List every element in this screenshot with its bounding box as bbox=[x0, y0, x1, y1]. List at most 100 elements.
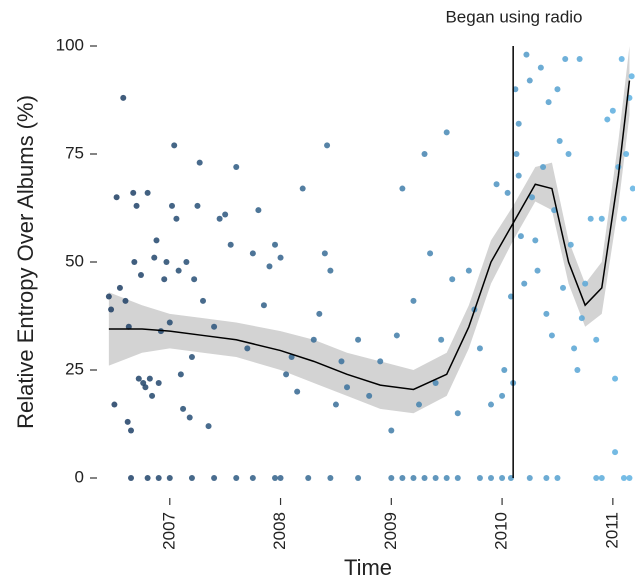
point bbox=[449, 276, 456, 283]
point bbox=[168, 202, 175, 209]
point bbox=[443, 129, 450, 136]
point bbox=[227, 241, 234, 248]
point bbox=[454, 410, 461, 417]
y-tick-label: 100 bbox=[56, 35, 84, 54]
point bbox=[135, 375, 142, 382]
point bbox=[116, 284, 123, 291]
point bbox=[142, 384, 149, 391]
point bbox=[146, 375, 153, 382]
point bbox=[272, 241, 279, 248]
point bbox=[476, 345, 483, 352]
point bbox=[188, 354, 195, 361]
point bbox=[399, 475, 406, 481]
point bbox=[177, 371, 184, 378]
point bbox=[576, 55, 583, 62]
point bbox=[515, 172, 522, 179]
point bbox=[122, 297, 129, 304]
annotation: Began using radio bbox=[445, 7, 582, 26]
point bbox=[260, 302, 267, 309]
point bbox=[421, 151, 428, 157]
point bbox=[332, 401, 339, 408]
point bbox=[151, 254, 158, 261]
point bbox=[310, 336, 317, 343]
point bbox=[421, 475, 428, 481]
point bbox=[612, 449, 619, 456]
point bbox=[515, 120, 522, 127]
point bbox=[432, 475, 439, 481]
point bbox=[327, 475, 334, 481]
point bbox=[537, 64, 544, 71]
point bbox=[188, 475, 195, 481]
point bbox=[173, 215, 180, 222]
point bbox=[233, 163, 240, 170]
point bbox=[216, 215, 223, 222]
point bbox=[493, 181, 500, 188]
point bbox=[338, 358, 345, 365]
point bbox=[504, 189, 511, 196]
y-tick-label: 75 bbox=[65, 143, 84, 162]
point bbox=[593, 475, 600, 481]
point bbox=[171, 142, 178, 149]
point bbox=[598, 475, 605, 481]
point bbox=[111, 401, 118, 408]
point bbox=[161, 276, 168, 283]
point bbox=[120, 94, 127, 101]
point bbox=[294, 388, 301, 395]
point bbox=[393, 332, 400, 339]
point bbox=[166, 319, 173, 326]
point bbox=[105, 293, 112, 300]
point bbox=[377, 358, 384, 365]
point bbox=[183, 259, 190, 265]
point bbox=[587, 215, 594, 222]
x-tick-label: 2011 bbox=[602, 512, 621, 549]
point bbox=[180, 405, 187, 412]
point bbox=[113, 194, 120, 201]
point bbox=[615, 163, 622, 170]
point bbox=[266, 263, 273, 270]
point bbox=[443, 475, 450, 481]
point bbox=[388, 475, 395, 481]
point bbox=[137, 271, 144, 278]
smooth-line bbox=[108, 80, 631, 391]
point bbox=[560, 284, 567, 291]
point bbox=[465, 267, 472, 274]
point bbox=[299, 185, 306, 192]
point bbox=[556, 138, 563, 145]
point bbox=[543, 475, 550, 481]
point bbox=[410, 475, 417, 481]
point bbox=[521, 280, 528, 287]
point bbox=[532, 237, 539, 244]
point bbox=[399, 185, 406, 192]
point bbox=[249, 250, 256, 257]
point bbox=[163, 259, 170, 265]
y-axis-title: Relative Entropy Over Albums (%) bbox=[13, 95, 38, 429]
point bbox=[175, 267, 182, 274]
x-tick-label: 2007 bbox=[159, 512, 178, 550]
point bbox=[131, 259, 138, 265]
point bbox=[155, 379, 162, 386]
point bbox=[416, 401, 423, 408]
point bbox=[205, 423, 212, 430]
point bbox=[130, 189, 137, 196]
point bbox=[488, 401, 495, 408]
point bbox=[388, 427, 395, 434]
point bbox=[255, 207, 262, 214]
point bbox=[244, 345, 251, 352]
point bbox=[196, 159, 203, 166]
point bbox=[427, 250, 434, 257]
point bbox=[523, 51, 530, 58]
point bbox=[488, 475, 495, 481]
point bbox=[288, 354, 295, 361]
point bbox=[609, 107, 616, 114]
point bbox=[517, 233, 524, 240]
point bbox=[628, 73, 635, 80]
point bbox=[567, 241, 574, 248]
point bbox=[432, 379, 439, 386]
point bbox=[618, 55, 625, 62]
point bbox=[366, 392, 373, 399]
point bbox=[526, 475, 533, 481]
point bbox=[316, 310, 323, 317]
point bbox=[133, 202, 140, 209]
point bbox=[327, 267, 334, 274]
point bbox=[305, 475, 312, 481]
